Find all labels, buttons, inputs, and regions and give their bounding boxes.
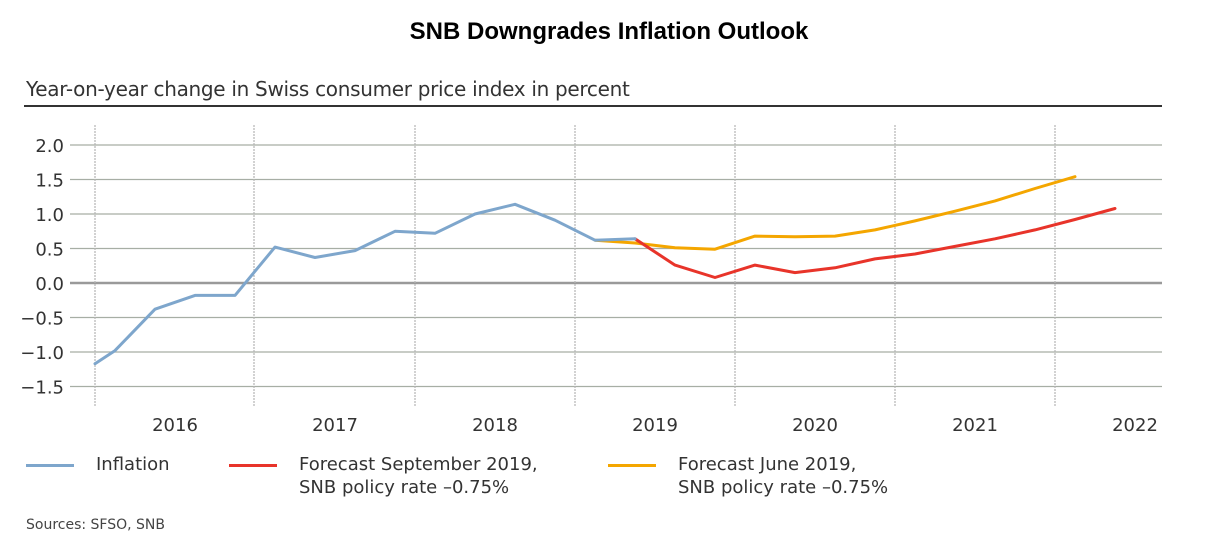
x-tick-label: 2017 [312, 415, 358, 436]
vertical-gridlines [94, 125, 1056, 407]
legend-item-forecast-september: Forecast September 2019, SNB policy rate… [229, 453, 538, 499]
y-tick-label: 0.5 [35, 240, 64, 261]
legend-label-inflation: Inflation [96, 454, 170, 475]
forecast-september-2019-line [633, 207, 1117, 279]
horizontal-gridlines [70, 144, 1162, 388]
y-axis-labels: 2.0 1.5 1.0 0.5 0.0 −0.5 −1.0 −1.5 [20, 136, 64, 399]
header-rule [24, 105, 1162, 107]
source-note: Sources: SFSO, SNB [26, 517, 166, 533]
y-tick-label: −1.5 [20, 378, 64, 399]
x-tick-label: 2022 [1112, 415, 1158, 436]
legend-item-inflation: Inflation [26, 453, 170, 476]
legend: Inflation Forecast September 2019, SNB p… [0, 453, 1218, 503]
legend-label-forecast-june: Forecast June 2019, SNB policy rate –0.7… [678, 454, 889, 498]
x-tick-label: 2016 [152, 415, 198, 436]
legend-label-forecast-september: Forecast September 2019, SNB policy rate… [299, 454, 538, 498]
x-tick-label: 2021 [952, 415, 998, 436]
x-tick-label: 2019 [632, 415, 678, 436]
legend-item-forecast-june: Forecast June 2019, SNB policy rate –0.7… [608, 453, 888, 499]
inflation-line [93, 202, 637, 366]
y-tick-label: −0.5 [20, 309, 64, 330]
y-tick-label: 2.0 [35, 136, 64, 157]
x-axis-labels: 2016 2017 2018 2019 2020 2021 2022 [152, 415, 1158, 436]
legend-swatch-forecast-june [608, 464, 656, 467]
chart-subtitle: Year-on-year change in Swiss consumer pr… [26, 77, 630, 101]
legend-swatch-forecast-september [229, 464, 277, 467]
y-tick-label: 1.5 [35, 171, 64, 192]
legend-swatch-inflation [26, 464, 74, 467]
y-tick-label: 0.0 [35, 274, 64, 295]
x-tick-label: 2020 [792, 415, 838, 436]
y-tick-label: −1.0 [20, 343, 64, 364]
y-tick-label: 1.0 [35, 205, 64, 226]
chart-title: SNB Downgrades Inflation Outlook [409, 18, 809, 45]
series-lines [93, 175, 1117, 366]
x-tick-label: 2018 [472, 415, 518, 436]
